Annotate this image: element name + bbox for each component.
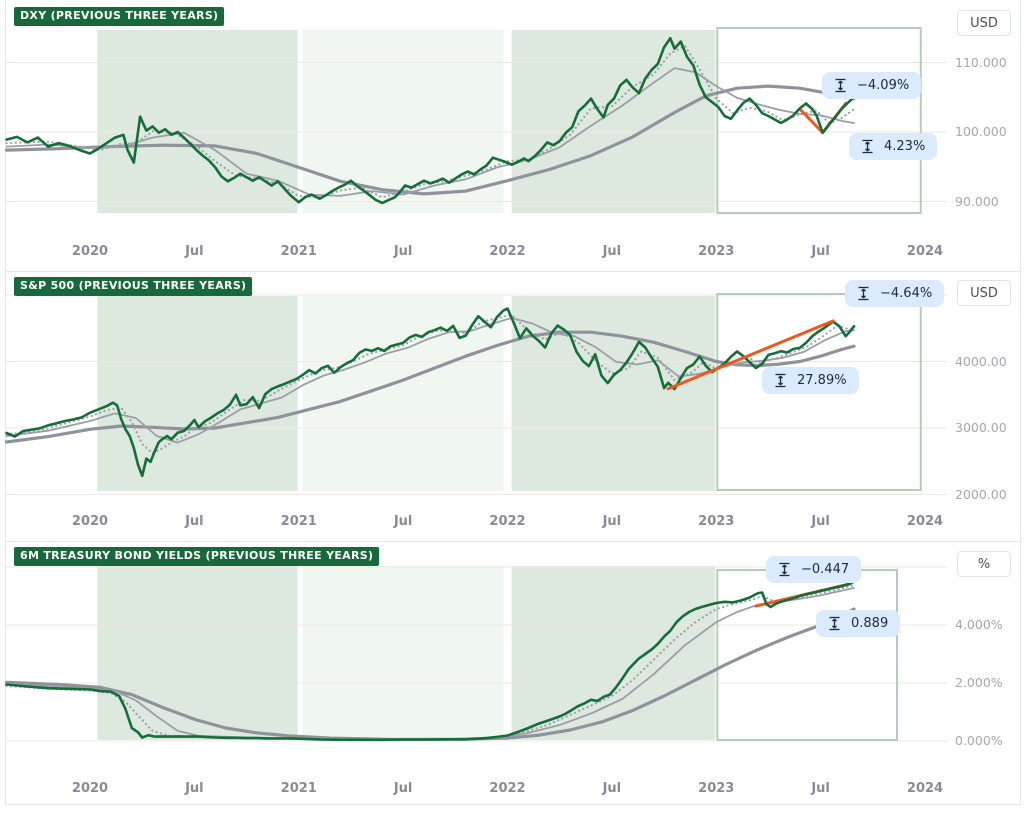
chart-widget-frame [5, 0, 1021, 805]
measure-height-icon [773, 373, 788, 388]
year-shading-band [97, 566, 298, 740]
unit-box-dxy[interactable]: USD [957, 10, 1011, 36]
year-shading-band [302, 566, 504, 740]
pane-separator[interactable] [6, 541, 1021, 542]
measure-height-icon [833, 78, 848, 93]
measurement-badge-yield-down[interactable]: −0.447 [766, 556, 862, 583]
slow-ma-line [4, 84, 856, 196]
measurement-value: 0.889 [851, 616, 889, 631]
year-shading-band [511, 296, 716, 491]
measurement-badge-spx-up[interactable]: 27.89% [762, 367, 859, 394]
pane-separator[interactable] [6, 271, 1021, 272]
measure-height-icon [777, 562, 792, 577]
unit-box-yields[interactable]: % [957, 551, 1011, 577]
measure-height-icon [856, 286, 871, 301]
slow-ma-line [4, 607, 856, 742]
measurement-badge-spx-down[interactable]: −4.64% [845, 280, 945, 307]
trend-measurement-line[interactable] [666, 319, 835, 391]
unit-box-spx[interactable]: USD [957, 280, 1011, 306]
measurement-badge-dxy-up[interactable]: 4.23% [849, 133, 938, 160]
unit-label-dxy: USD [970, 15, 998, 31]
measure-height-icon [860, 139, 875, 154]
year-shading-band [511, 566, 716, 740]
price-line [5, 36, 856, 205]
pane-title-yields: 6M TREASURY BOND YIELDS (PREVIOUS THREE … [14, 547, 380, 566]
measurement-value: 4.23% [884, 139, 926, 154]
year-shading-band [97, 30, 298, 213]
unit-label-yields: % [977, 556, 991, 572]
chart-pane-0[interactable] [4, 27, 947, 214]
year-shading-band [302, 30, 504, 213]
measurement-value: −4.09% [857, 78, 910, 93]
fast-ma-dotted-line [5, 583, 856, 741]
measurement-value: 27.89% [797, 373, 847, 388]
year-shading-band [511, 30, 716, 213]
price-line [5, 580, 856, 742]
highlight-period-box[interactable] [716, 27, 922, 214]
measurement-badge-yield-up[interactable]: 0.889 [816, 610, 901, 637]
measurement-value: −0.447 [801, 562, 850, 577]
pane-title-dxy: DXY (PREVIOUS THREE YEARS) [14, 7, 225, 26]
unit-label-spx: USD [970, 285, 998, 301]
chart-pane-2[interactable] [4, 566, 947, 742]
fast-ma-dotted-line [5, 44, 856, 199]
mid-ma-line [5, 67, 855, 197]
measure-height-icon [827, 616, 842, 631]
highlight-period-box[interactable] [716, 293, 922, 491]
measurement-badge-dxy-down[interactable]: −4.09% [822, 72, 922, 99]
trend-measurement-line[interactable] [798, 102, 848, 135]
chart-pane-1[interactable] [4, 293, 947, 495]
measurement-value: −4.64% [880, 286, 933, 301]
pane-title-spx: S&P 500 (PREVIOUS THREE YEARS) [14, 277, 253, 296]
